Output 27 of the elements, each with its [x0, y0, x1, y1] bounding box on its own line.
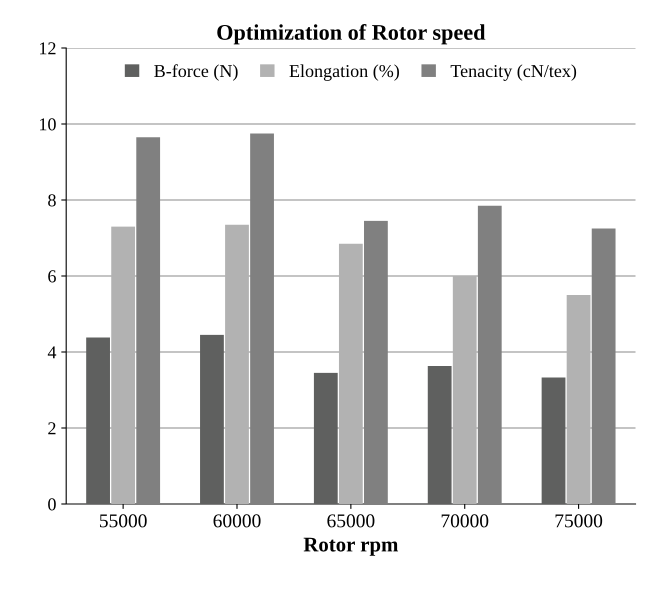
bar — [200, 334, 224, 504]
bar — [452, 276, 477, 504]
bar — [86, 338, 110, 504]
legend-label: Tenacity (cN/tex) — [450, 64, 576, 81]
bar — [338, 244, 363, 504]
y-tick-label: 12 — [40, 42, 56, 54]
y-tick-label: 10 — [40, 118, 56, 130]
x-tick-label: 70000 — [442, 514, 488, 528]
y-tick-label: 4 — [48, 346, 56, 358]
bar — [566, 295, 590, 504]
bar — [542, 377, 566, 504]
y-tick-label: 0 — [48, 498, 56, 510]
y-tick-label: 2 — [48, 422, 56, 434]
x-tick-label: 65000 — [327, 514, 374, 528]
bar — [428, 366, 452, 504]
bar — [225, 224, 249, 504]
x-tick-label: 75000 — [556, 514, 602, 528]
legend-label: B-force (N) — [154, 64, 238, 81]
x-tick-label: 55000 — [100, 514, 147, 528]
chart-title: Optimization of Rotor speed — [217, 24, 486, 44]
legend-label: Elongation (%) — [289, 64, 399, 81]
bar — [111, 226, 136, 504]
bar — [314, 372, 338, 504]
x-axis-title: Rotor rpm — [304, 538, 398, 556]
y-tick-label: 6 — [48, 270, 56, 282]
y-tick-label: 8 — [48, 194, 56, 206]
x-tick-label: 60000 — [214, 514, 261, 528]
